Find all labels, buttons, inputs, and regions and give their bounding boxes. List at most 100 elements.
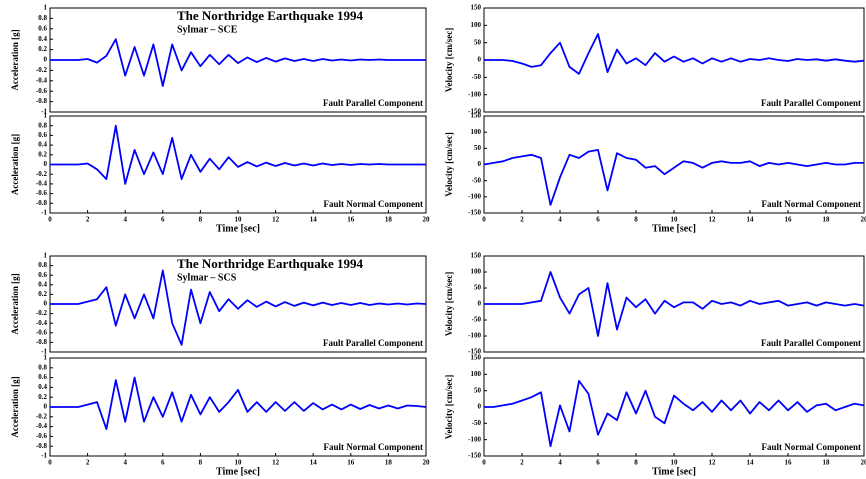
panel: -1-0.8-0.6-0.4-0.200.20.40.60.810 2 4 6 8 10 1… [10,354,430,478]
waveform [50,269,427,346]
y-tick-label: -150 [468,108,481,116]
waveform [50,38,426,87]
component-label: Fault Normal Component [762,199,862,209]
x-tick-label: 12 [709,216,717,224]
x-tick-label: 8 [199,459,203,467]
y-tick-label: -100 [468,90,481,98]
y-tick-label: -1 [41,108,47,116]
x-tick-label: 14 [747,459,755,467]
x-tick-label: 4 [558,216,562,224]
chart-title: The Northridge Earthquake 1994 [177,8,363,23]
y-tick-label: -0.6 [36,87,48,95]
y-tick-label: -50 [472,419,482,427]
y-tick-label: 0.8 [38,363,47,371]
y-tick-label: 150 [471,4,482,12]
y-tick-label: -50 [472,316,482,324]
y-tick-label: 0 [44,403,48,411]
y-tick-label: 0 [44,56,48,64]
y-tick-label: 0 [478,56,482,64]
y-tick-label: -0.4 [36,319,48,327]
y-tick-label: -150 [468,452,481,460]
y-tick-label: -150 [468,209,481,217]
y-tick-label: 0 [478,160,482,168]
x-tick-label: 8 [199,216,203,224]
y-tick-label: 0.4 [38,35,47,43]
chart-title: The Northridge Earthquake 1994 [177,256,363,271]
y-tick-label: 0 [44,160,48,168]
y-tick-label: 50 [474,144,482,152]
y-tick-label: 50 [474,284,482,292]
y-axis-label: Acceleration [g] [10,376,20,437]
y-tick-label: 0.4 [38,141,47,149]
y-tick-label: -0.2 [36,309,48,317]
y-tick-label: 0.8 [38,14,47,22]
x-tick-label: 20 [423,216,431,224]
x-axis-label: Time [sec] [216,223,260,234]
y-tick-label: 0.2 [38,150,47,158]
y-axis-label: Acceleration [g] [10,134,20,195]
x-axis-label: Time [sec] [216,466,260,477]
component-label: Fault Normal Component [762,442,862,452]
x-tick-label: 18 [385,216,393,224]
component-label: Fault Normal Component [324,199,424,209]
x-tick-label: 18 [385,459,393,467]
waveform [484,271,865,337]
y-tick-label: 1 [44,354,48,362]
x-tick-label: 8 [634,216,638,224]
y-tick-label: 1 [44,4,48,12]
y-tick-label: 0 [478,300,482,308]
y-tick-label: 0.6 [38,271,47,279]
y-tick-label: -50 [472,73,482,81]
x-tick-label: 14 [747,216,755,224]
x-tick-label: 12 [272,459,280,467]
y-tick-label: 0.6 [38,373,47,381]
y-tick-label: 0.2 [38,393,47,401]
x-tick-label: 16 [785,459,793,467]
x-tick-label: 10 [671,216,679,224]
y-axis-label: Acceleration [g] [10,273,20,334]
x-tick-label: 18 [823,216,831,224]
y-tick-label: -0.4 [36,76,48,84]
waveform [50,376,427,430]
x-tick-label: 4 [123,459,127,467]
y-tick-label: -100 [468,192,481,200]
y-tick-label: -0.2 [36,66,48,74]
x-tick-label: 2 [520,459,524,467]
y-tick-label: -0.6 [36,328,48,336]
component-label: Fault Normal Component [324,442,424,452]
y-tick-label: 100 [471,21,482,29]
y-tick-label: 150 [471,354,482,362]
panel: -1-0.8-0.6-0.4-0.200.20.40.60.81Accelera… [10,252,427,356]
y-axis-label: Velocity [cm/sec] [444,272,454,336]
y-tick-label: 100 [471,268,482,276]
y-tick-label: 100 [471,128,482,136]
x-tick-label: 18 [823,459,831,467]
y-tick-label: 0.4 [38,280,47,288]
component-label: Fault Parallel Component [323,98,423,108]
y-axis-label: Acceleration [g] [10,29,20,90]
x-tick-label: 12 [272,216,280,224]
panel: -1-0.8-0.6-0.4-0.200.20.40.60.810 2 4 6 8 10 1… [10,112,430,235]
x-tick-label: 10 [235,459,243,467]
y-tick-label: -100 [468,332,481,340]
waveform [483,149,864,206]
x-tick-label: 16 [785,216,793,224]
x-tick-label: 16 [347,459,355,467]
waveform [50,124,426,185]
chart-subtitle: Sylmar – SCE [177,24,238,35]
x-tick-label: 4 [123,216,127,224]
y-axis-label: Velocity [cm/sec] [444,28,454,92]
y-tick-label: -50 [472,176,482,184]
y-tick-label: 0.6 [38,131,47,139]
y-axis-label: Velocity [cm/sec] [444,132,454,196]
component-label: Fault Parallel Component [323,338,423,348]
y-tick-label: -0.8 [36,338,48,346]
x-tick-label: 14 [310,459,318,467]
y-tick-label: 0.8 [38,121,47,129]
panel: -1-0.8-0.6-0.4-0.200.20.40.60.81Accelera… [10,4,427,116]
waveform [484,33,865,75]
y-tick-label: 0.2 [38,45,47,53]
x-tick-label: 2 [86,459,90,467]
x-tick-label: 2 [86,216,90,224]
y-tick-label: 50 [474,386,482,394]
